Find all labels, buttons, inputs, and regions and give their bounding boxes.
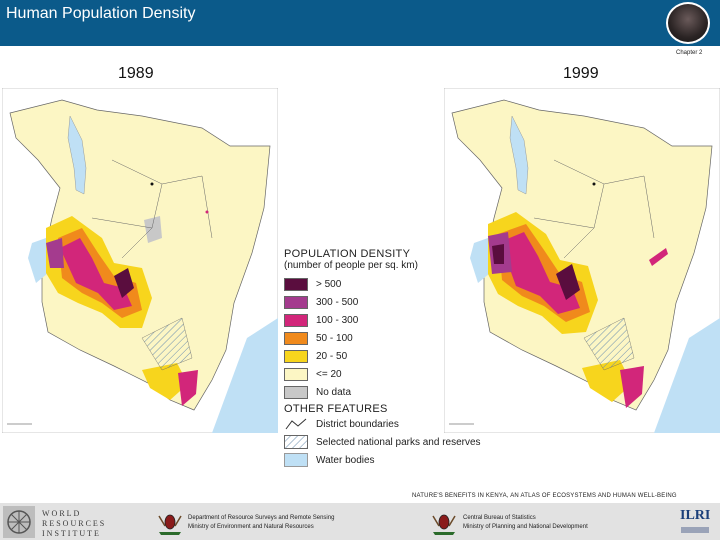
legend-label: 50 - 100: [316, 332, 353, 344]
legend-item: 50 - 100: [284, 329, 504, 347]
dept-line: Department of Resource Surveys and Remot…: [188, 515, 335, 521]
legend-item: 20 - 50: [284, 347, 504, 365]
legend-item: > 500: [284, 275, 504, 293]
kenya-map-1999: [444, 88, 720, 433]
feature-item: Selected national parks and reserves: [284, 433, 504, 451]
dept-line: Ministry of Environment and Natural Reso…: [188, 524, 314, 530]
dept-line: Central Bureau of Statistics: [463, 515, 536, 521]
feature-item: District boundaries: [284, 415, 504, 433]
wri-line: INSTITUTE: [42, 529, 101, 538]
legend-item: No data: [284, 383, 504, 401]
legend-item: 300 - 500: [284, 293, 504, 311]
water-swatch-icon: [284, 453, 308, 467]
map-legend: POPULATION DENSITY (number of people per…: [284, 248, 504, 469]
legend-label: 100 - 300: [316, 314, 359, 326]
kenya-crest-icon: [432, 514, 456, 535]
footer-caption: NATURE'S BENEFITS IN KENYA, AN ATLAS OF …: [412, 493, 677, 499]
wri-line: RESOURCES: [42, 519, 107, 528]
boundary-line-icon: [285, 418, 307, 430]
wri-logo-icon: [3, 506, 35, 538]
legend-swatch: [284, 331, 308, 345]
legend-swatch: [284, 349, 308, 363]
legend-swatch: [284, 385, 308, 399]
wri-line: WORLD: [42, 509, 82, 518]
wri-wordmark: WORLD RESOURCES INSTITUTE: [42, 509, 106, 539]
footer-bar: [0, 503, 720, 540]
legend-label: <= 20: [316, 368, 342, 380]
kenya-map-1989: [2, 88, 278, 433]
page-title: Human Population Density: [6, 5, 196, 22]
dept-line: Ministry of Planning and National Develo…: [463, 524, 588, 530]
legend-item: <= 20: [284, 365, 504, 383]
feature-label: District boundaries: [316, 418, 399, 430]
map-year-1999: 1999: [563, 65, 599, 82]
ilri-logo: ILRI: [680, 508, 711, 523]
dept-resource-surveys: Department of Resource Surveys and Remot…: [188, 514, 334, 532]
header-bar: Human Population Density: [0, 0, 720, 46]
avatar: [666, 2, 710, 44]
legend-swatch: [284, 367, 308, 381]
legend-label: > 500: [316, 278, 342, 290]
feature-label: Selected national parks and reserves: [316, 436, 481, 448]
legend-subtitle: (number of people per sq. km): [284, 260, 418, 271]
feature-item: Water bodies: [284, 451, 504, 469]
feature-label: Water bodies: [316, 454, 375, 466]
legend-label: 20 - 50: [316, 350, 348, 362]
chapter-label: Chapter 2: [676, 50, 703, 56]
ilri-tagline-bar: [681, 527, 709, 533]
legend-label: 300 - 500: [316, 296, 359, 308]
map-year-1989: 1989: [118, 65, 154, 82]
legend-swatch: [284, 277, 308, 291]
dept-central-bureau: Central Bureau of Statistics Ministry of…: [463, 514, 588, 532]
legend-item: 100 - 300: [284, 311, 504, 329]
legend-label: No data: [316, 386, 352, 398]
features-title: OTHER FEATURES: [284, 403, 388, 415]
legend-swatch: [284, 295, 308, 309]
legend-swatch: [284, 313, 308, 327]
legend-title: POPULATION DENSITY: [284, 248, 411, 260]
kenya-crest-icon: [158, 514, 182, 535]
hatched-area-icon: [284, 435, 308, 449]
